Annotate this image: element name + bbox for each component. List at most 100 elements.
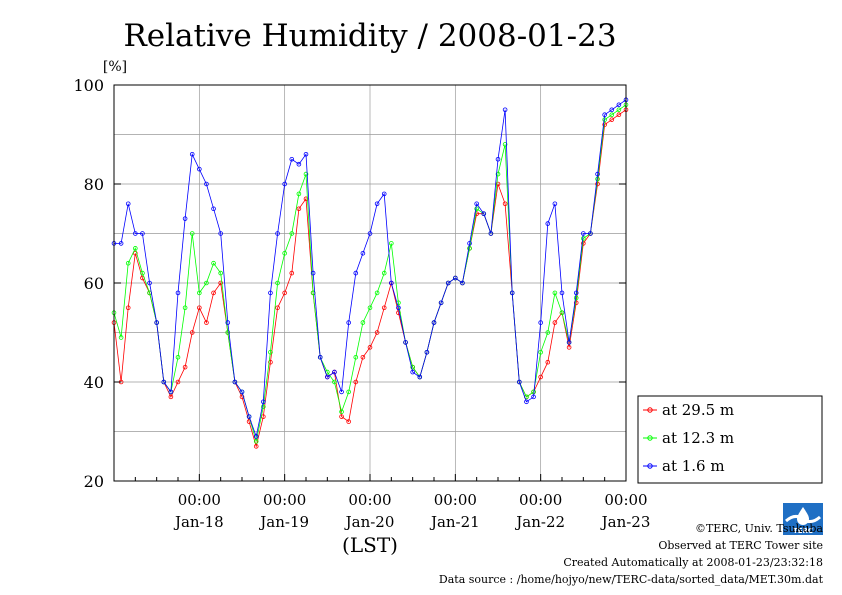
data-point [566, 340, 572, 345]
y-tick-label: 80 [84, 175, 104, 194]
data-point [431, 320, 437, 325]
data-point [189, 152, 195, 157]
data-point [296, 206, 302, 212]
data-point [474, 206, 479, 212]
data-point [389, 241, 394, 246]
data-point [325, 374, 330, 380]
data-point [374, 330, 380, 335]
x-tick-date-label: Jan-22 [514, 513, 565, 531]
terc-logo: TERC [783, 503, 823, 535]
data-point [182, 364, 188, 370]
data-point [381, 270, 387, 276]
data-point [467, 246, 472, 251]
data-point [275, 280, 280, 286]
data-point [509, 290, 515, 296]
data-point [296, 161, 302, 167]
data-point [588, 231, 593, 236]
data-point [559, 310, 565, 316]
x-ticks: 00:00 Jan-18 00:00 Jan-19 00:00 Jan-20 00:00 Ja… [134, 474, 651, 531]
x-tick-time-label: 00:00 [178, 491, 221, 509]
data-point [453, 275, 458, 281]
x-tick-date-label: Jan-23 [600, 513, 651, 531]
data-point [182, 216, 188, 221]
data-point [246, 414, 252, 419]
data-point [289, 156, 295, 162]
data-point [346, 419, 351, 424]
data-point [296, 191, 302, 197]
data-point [552, 320, 558, 325]
data-point [175, 290, 181, 296]
data-point [133, 251, 138, 256]
data-point [140, 231, 145, 236]
data-point [609, 107, 615, 113]
data-point [268, 290, 273, 296]
data-point [303, 196, 309, 202]
data-point [268, 359, 273, 365]
data-point [275, 231, 280, 236]
legend-label: at 29.5 m [662, 401, 734, 419]
data-point [424, 349, 430, 355]
data-point [339, 414, 344, 419]
data-point [545, 330, 551, 335]
data-point [367, 345, 373, 350]
y-tick-label: 60 [84, 274, 104, 293]
data-point [573, 290, 579, 296]
data-point [118, 335, 124, 340]
data-point [339, 389, 344, 395]
data-point [552, 290, 558, 296]
legend-label: at 1.6 m [662, 457, 725, 475]
data-point [332, 369, 337, 375]
data-point [253, 444, 259, 449]
data-point [317, 354, 323, 360]
x-tick-time-label: 00:00 [348, 491, 391, 509]
data-point [303, 171, 309, 177]
data-point [495, 181, 501, 187]
data-point [581, 241, 586, 246]
data-point [275, 305, 280, 311]
data-point [360, 251, 366, 256]
data-point [261, 404, 266, 410]
logo-drop-icon [797, 507, 809, 525]
x-tick-time-label: 00:00 [519, 491, 562, 509]
data-point [225, 330, 231, 335]
data-point [282, 181, 287, 187]
data-point [204, 280, 209, 286]
data-point [531, 394, 536, 400]
data-point [502, 142, 508, 147]
data-point [161, 379, 167, 385]
data-point [253, 439, 259, 444]
data-point [502, 107, 508, 113]
data-point [538, 349, 543, 355]
x-tick-time-label: 00:00 [263, 491, 306, 509]
data-point [410, 369, 415, 375]
data-point [303, 152, 309, 157]
data-point [282, 251, 287, 256]
data-point [218, 280, 223, 286]
legend-swatch-marker [647, 407, 653, 413]
data-point [460, 280, 465, 286]
data-point [175, 379, 181, 385]
data-point [282, 290, 287, 296]
data-point [175, 354, 181, 360]
legend-box [637, 395, 823, 484]
data-point [502, 201, 508, 207]
x-tick-date-label: Jan-19 [258, 513, 309, 531]
data-point [211, 260, 216, 266]
logo-text: TERC [793, 527, 813, 535]
data-point [182, 305, 188, 311]
x-tick-date-label: Jan-18 [173, 513, 224, 531]
legend-swatch-marker [647, 435, 653, 441]
data-point [211, 290, 216, 296]
data-point [125, 260, 131, 266]
data-point [189, 330, 195, 335]
data-point [239, 389, 245, 395]
data-point [189, 231, 195, 236]
data-point [168, 389, 174, 395]
data-point [616, 112, 622, 117]
x-tick-time-label: 00:00 [604, 491, 647, 509]
data-point [353, 379, 359, 385]
y-tick-label: 40 [84, 373, 104, 392]
series-line [114, 99, 627, 438]
data-point [367, 231, 373, 236]
